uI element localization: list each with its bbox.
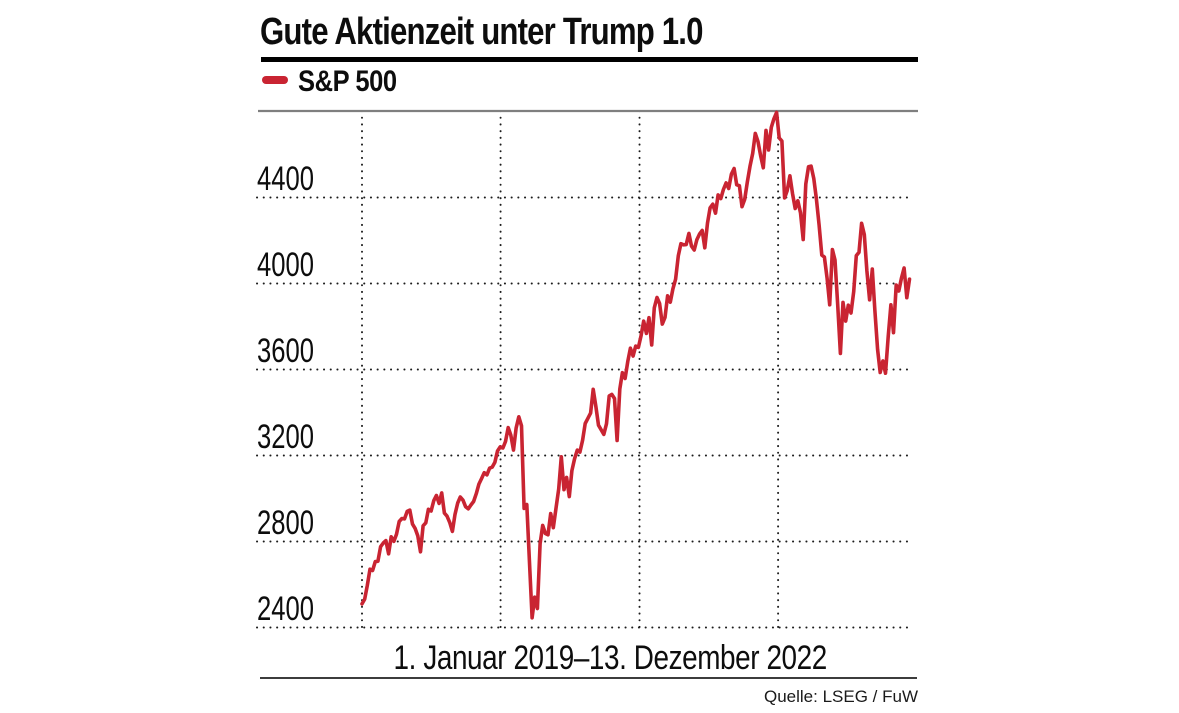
y-tick-label-4400: 4400 (257, 160, 314, 198)
y-tick-label-3200: 3200 (257, 418, 314, 456)
legend-series-label: S&P 500 (298, 65, 397, 98)
x-axis-range-label-wrap: 1. Januar 2019–13. Dezember 2022 (160, 639, 1060, 677)
source-credit: Quelle: LSEG / FuW (764, 687, 918, 706)
footer-rule (260, 677, 917, 679)
y-tick-label-2400: 2400 (257, 590, 314, 628)
y-tick-label-3600: 3600 (257, 332, 314, 370)
y-tick-label-2800: 2800 (257, 504, 314, 542)
sp500-price-line (360, 110, 912, 620)
y-tick-label-4000: 4000 (257, 246, 314, 284)
title-rule (261, 57, 918, 62)
page-title: Gute Aktienzeit unter Trump 1.0 (260, 11, 703, 53)
x-axis-range-label: 1. Januar 2019–13. Dezember 2022 (393, 639, 827, 677)
legend-line-swatch (262, 76, 288, 84)
